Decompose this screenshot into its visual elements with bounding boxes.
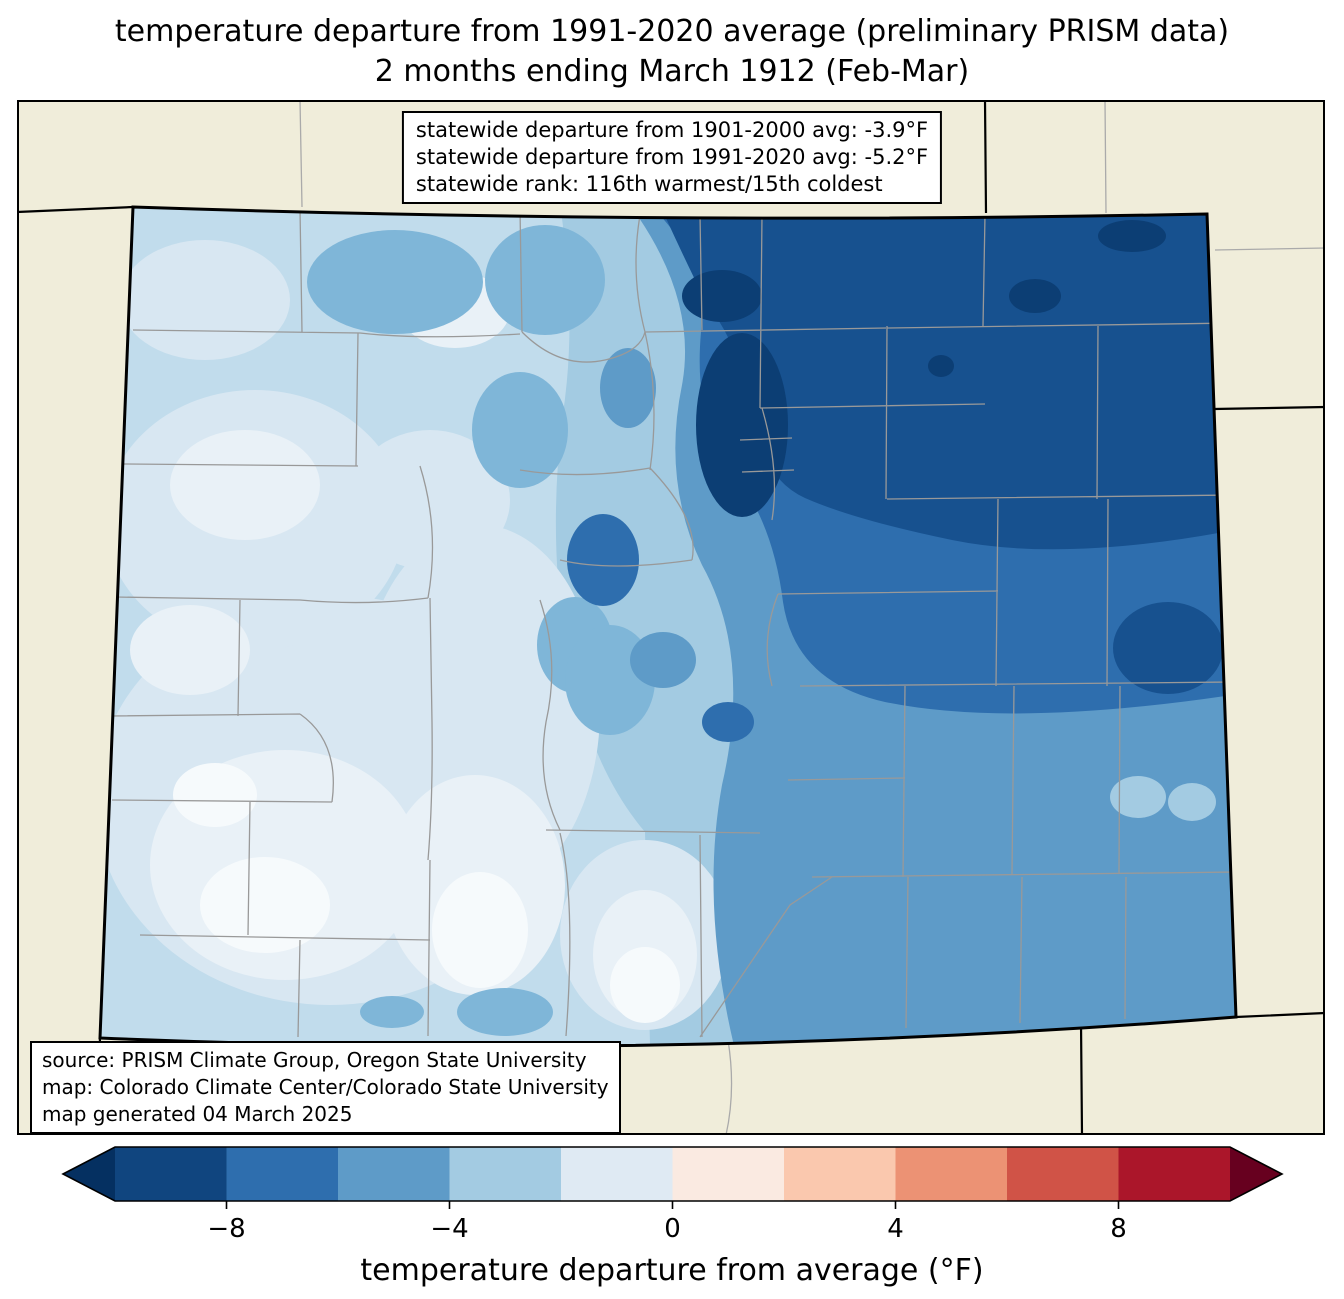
colorbar-tick-label: −4 — [430, 1214, 468, 1244]
colorbar-axis-label: temperature departure from average (°F) — [360, 1253, 983, 1288]
fill-blob — [928, 355, 954, 377]
fill-blob — [1098, 220, 1166, 252]
fill-blob — [432, 872, 528, 988]
colorbar-segment — [1118, 1147, 1231, 1201]
colorbar-segment — [338, 1147, 450, 1201]
colorbar-segment — [895, 1147, 1008, 1201]
colorbar-segment — [115, 1147, 227, 1201]
fill-blob — [200, 857, 330, 953]
stats-line-3: statewide rank: 116th warmest/15th colde… — [415, 172, 883, 196]
title-line-1: temperature departure from 1991-2020 ave… — [114, 14, 1230, 49]
source-line-1: source: PRISM Climate Group, Oregon Stat… — [42, 1048, 587, 1072]
fill-blob — [485, 225, 605, 335]
temperature-fill-layers — [100, 207, 1236, 1047]
stats-box: statewide departure from 1901-2000 avg: … — [401, 111, 943, 204]
colorbar-right-arrow — [1230, 1147, 1282, 1201]
colorbar-segment — [1007, 1147, 1119, 1201]
fill-blob — [1009, 279, 1061, 313]
fill-blob — [170, 430, 320, 540]
fill-blob — [600, 348, 656, 428]
fill-blob — [1113, 602, 1223, 694]
colorbar-ticks — [225, 1201, 1120, 1209]
fill-blob — [472, 372, 568, 488]
fill-blob — [702, 702, 754, 742]
colorado-map — [17, 100, 1325, 1135]
colorbar-segment — [449, 1147, 562, 1201]
colorbar: −8 −4 0 4 8 temperature departure from avera… — [61, 1146, 1284, 1288]
fill-blob — [457, 988, 553, 1036]
stats-line-2: statewide departure from 1991-2020 avg: … — [415, 145, 929, 169]
colorbar-segment — [784, 1147, 896, 1201]
source-line-2: map: Colorado Climate Center/Colorado St… — [42, 1075, 609, 1099]
fill-northeast-darkest-block — [660, 207, 1236, 550]
colorbar-tick-labels: −8 −4 0 4 8 — [207, 1214, 1126, 1244]
colorbar-tick-label: −8 — [207, 1214, 245, 1244]
fill-blob — [1110, 776, 1166, 818]
fill-blob — [120, 240, 290, 360]
colorbar-segments — [115, 1147, 1231, 1201]
colorbar-tick-label: 8 — [1110, 1214, 1127, 1244]
figure-title: temperature departure from 1991-2020 ave… — [0, 12, 1344, 92]
map-axes — [17, 100, 1325, 1135]
colorbar-tick-label: 0 — [664, 1214, 681, 1244]
axes-frame — [17, 100, 1325, 1135]
neighbor-state-borders — [17, 100, 1325, 1135]
stats-line-1: statewide departure from 1901-2000 avg: … — [415, 118, 929, 142]
colorbar-outline — [61, 1146, 1284, 1202]
colorbar-left-arrow — [63, 1147, 115, 1201]
fill-blob — [307, 230, 483, 334]
neighbor-county-lines — [299, 100, 1325, 1135]
fill-blob — [130, 605, 250, 695]
fill-blob — [173, 763, 257, 827]
fill-blob — [350, 430, 510, 570]
fill-blob — [630, 632, 696, 688]
source-box: source: PRISM Climate Group, Oregon Stat… — [30, 1041, 621, 1134]
colorbar-segment — [672, 1147, 785, 1201]
title-line-2: 2 months ending March 1912 (Feb-Mar) — [374, 54, 970, 89]
colorbar-segment — [226, 1147, 339, 1201]
fill-blob — [1168, 783, 1216, 821]
fill-blob — [610, 947, 680, 1023]
fill-blob — [682, 270, 762, 322]
colorbar-tick-label: 4 — [887, 1214, 904, 1244]
colorbar-segment — [561, 1147, 673, 1201]
fill-blob — [360, 996, 424, 1028]
fill-blob — [567, 514, 639, 606]
county-borders — [107, 208, 1236, 1038]
source-line-3: map generated 04 March 2025 — [42, 1102, 353, 1126]
